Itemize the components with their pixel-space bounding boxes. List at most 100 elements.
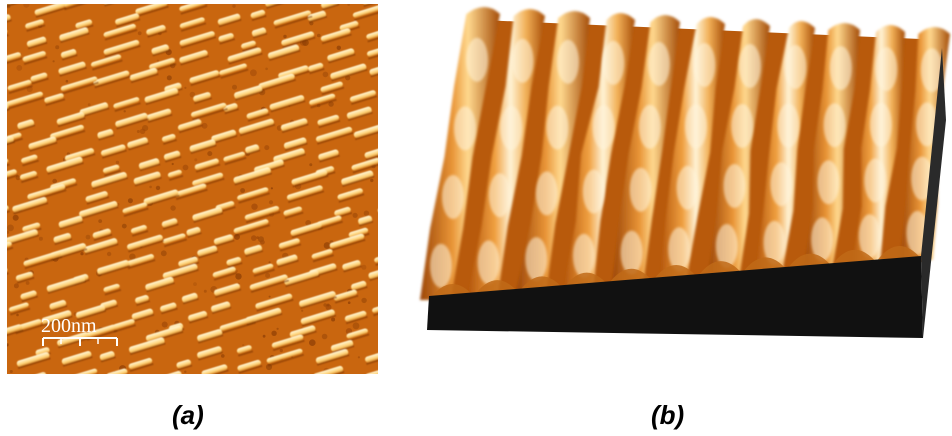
surface-feature xyxy=(265,0,295,7)
surface-feature-shadow xyxy=(343,265,362,273)
surface-feature-shadow xyxy=(317,220,343,231)
surface-pit xyxy=(55,45,60,50)
surface-pit xyxy=(309,163,313,167)
surface-feature xyxy=(197,245,218,257)
surface-feature xyxy=(190,102,227,118)
ridge-highlight xyxy=(466,37,488,82)
surface-feature-shadow xyxy=(22,159,39,167)
surface-pit xyxy=(207,151,213,157)
surface-feature xyxy=(308,62,324,72)
surface-feature xyxy=(193,92,211,102)
surface-feature xyxy=(217,13,241,26)
surface-feature-shadow xyxy=(292,174,329,188)
ridge-highlight xyxy=(693,43,716,87)
surface-feature xyxy=(127,234,163,250)
surface-feature-shadow xyxy=(129,362,154,372)
surface-pit xyxy=(194,158,198,162)
surface-pit xyxy=(193,282,197,286)
surface-feature xyxy=(115,112,148,128)
surface-feature xyxy=(145,277,174,291)
surface-feature xyxy=(128,337,165,354)
surface-pit xyxy=(166,75,172,81)
surface-feature xyxy=(103,283,120,293)
surface-feature-shadow xyxy=(270,100,306,113)
surface-feature-shadow xyxy=(123,207,149,217)
surface-feature-shadow xyxy=(47,280,87,294)
surface-feature xyxy=(213,283,241,296)
surface-feature xyxy=(351,157,380,171)
surface-feature-shadow xyxy=(310,98,337,109)
surface-feature xyxy=(103,23,136,38)
ridge-highlight xyxy=(488,173,511,218)
surface-feature-shadow xyxy=(152,49,171,57)
surface-feature xyxy=(22,51,46,62)
surface-feature-shadow xyxy=(23,56,48,66)
surface-feature xyxy=(151,44,169,55)
surface-pit xyxy=(16,313,19,317)
surface-feature-shadow xyxy=(312,254,335,263)
surface-feature-shadow xyxy=(113,324,136,333)
surface-feature-shadow xyxy=(198,351,223,361)
surface-feature xyxy=(149,57,176,70)
surface-feature-shadow xyxy=(128,239,165,253)
surface-pit xyxy=(361,264,367,270)
surface-pit xyxy=(240,188,246,193)
surface-feature-shadow xyxy=(228,52,263,65)
surface-pit xyxy=(121,223,127,229)
ridge-highlight xyxy=(442,175,464,219)
surface-feature-shadow xyxy=(10,307,31,316)
surface-feature xyxy=(28,136,57,150)
surface-feature xyxy=(189,70,220,84)
surface-feature xyxy=(63,0,98,8)
surface-feature xyxy=(307,10,327,22)
surface-feature-shadow xyxy=(144,194,180,207)
surface-feature xyxy=(289,325,316,338)
surface-feature xyxy=(249,274,288,291)
surface-feature-shadow xyxy=(27,41,48,50)
surface-feature-shadow xyxy=(274,15,313,29)
surface-feature-shadow xyxy=(308,15,328,24)
surface-feature xyxy=(349,90,376,103)
surface-feature-shadow xyxy=(100,356,116,363)
surface-feature-shadow xyxy=(189,315,209,324)
surface-feature-shadow xyxy=(227,261,243,269)
surface-pit xyxy=(262,334,266,338)
surface-pit xyxy=(106,251,112,257)
surface-feature-shadow xyxy=(51,129,86,143)
surface-pit xyxy=(87,103,91,107)
surface-feature-shadow xyxy=(238,192,270,204)
surface-feature xyxy=(21,154,38,164)
surface-feature-shadow xyxy=(47,161,84,175)
surface-feature-shadow xyxy=(256,298,294,312)
surface-feature xyxy=(226,256,242,266)
ridge-highlight xyxy=(777,103,800,148)
surface-pit xyxy=(357,356,360,359)
surface-feature-shadow xyxy=(80,107,110,118)
caption-b: (b) xyxy=(651,400,685,430)
caption-a: (a) xyxy=(172,400,204,430)
surface-feature xyxy=(227,47,262,63)
surface-feature-shadow xyxy=(104,44,141,58)
surface-feature xyxy=(316,215,342,227)
surface-feature-shadow xyxy=(300,296,338,310)
surface-feature xyxy=(330,63,367,80)
ridge-highlight xyxy=(477,240,500,285)
surface-feature xyxy=(133,171,161,185)
surface-feature-shadow xyxy=(287,190,325,204)
surface-feature-shadow xyxy=(0,140,15,153)
surface-feature-shadow xyxy=(291,227,323,239)
surface-feature-shadow xyxy=(131,230,149,237)
surface-feature-shadow xyxy=(145,93,180,106)
surface-feature xyxy=(318,149,339,161)
surface-pit xyxy=(347,3,351,6)
surface-feature-shadow xyxy=(132,313,155,322)
surface-feature xyxy=(145,325,183,342)
surface-feature xyxy=(212,266,236,278)
surface-feature xyxy=(161,218,178,228)
surface-feature xyxy=(128,357,153,370)
surface-feature-shadow xyxy=(212,134,238,145)
surface-feature xyxy=(103,39,140,55)
surface-feature-shadow xyxy=(147,113,173,123)
surface-pit xyxy=(16,65,23,71)
surface-feature-shadow xyxy=(162,138,177,145)
